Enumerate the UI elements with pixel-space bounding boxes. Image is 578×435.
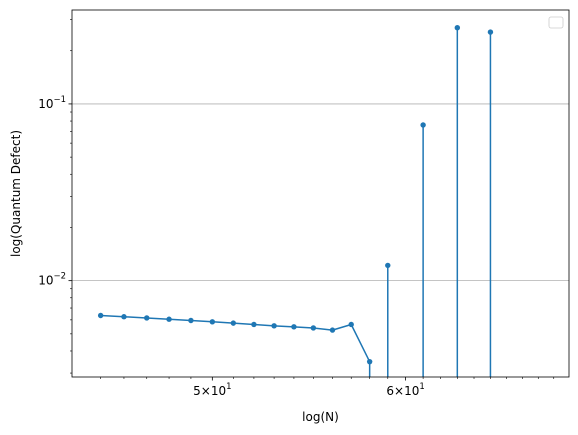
data-point [188,317,194,324]
data-point [348,321,354,328]
data-point [230,320,237,326]
x-axis-label: log(N) [302,410,339,424]
plot-area [72,10,569,377]
x-axis: 5×101 6×101 [100,377,555,398]
data-point [487,29,494,35]
data-point [420,122,426,128]
x-tick-label: 6×101 [386,382,424,398]
data-point [310,325,317,331]
y-tick-label: 10−2 [38,272,66,288]
data-point [271,323,277,329]
data-point [385,262,391,269]
data-point [209,319,216,325]
data-point [366,358,373,365]
data-point [454,24,461,31]
data-point [291,324,297,330]
x-tick-label: 5×101 [193,382,231,398]
data-point [97,312,104,319]
data-series [97,24,494,377]
data-point [329,327,336,333]
y-tick-label: 10−1 [38,95,66,111]
data-point [144,315,150,321]
data-point [166,316,172,322]
series-line [100,26,492,377]
data-point [121,314,127,320]
data-point [251,321,257,328]
legend-box[interactable] [548,16,564,29]
grid [72,103,569,282]
y-axis-label: log(Quantum Defect) [9,130,23,257]
plot-frame [71,9,570,378]
y-axis: 10−2 10−1 [38,19,72,374]
